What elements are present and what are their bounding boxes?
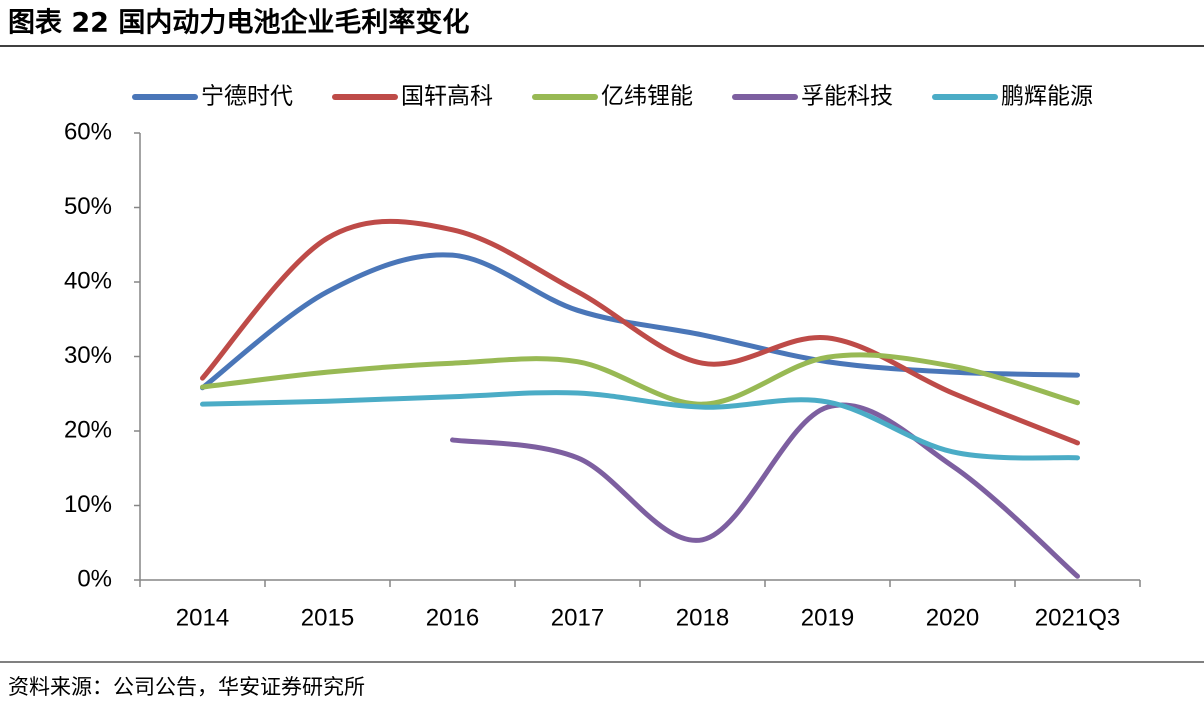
y-tick-label: 50% <box>64 193 112 220</box>
y-tick-label: 0% <box>77 565 112 592</box>
series-line <box>200 390 1080 461</box>
y-tick-label: 20% <box>64 416 112 443</box>
series-line <box>200 352 1080 407</box>
series-line <box>200 218 1080 446</box>
legend-label: 宁德时代 <box>201 84 293 110</box>
series-line <box>450 402 1080 579</box>
y-tick-label: 60% <box>64 118 112 145</box>
x-tick-label: 2014 <box>176 604 229 631</box>
y-tick-label: 40% <box>64 267 112 294</box>
y-tick-label: 10% <box>64 491 112 518</box>
x-tick-label: 2021Q3 <box>1035 604 1120 631</box>
legend-label: 鹏辉能源 <box>1001 84 1093 110</box>
x-tick-label: 2016 <box>426 604 479 631</box>
y-tick-label: 30% <box>64 342 112 369</box>
chart-title: 图表 22 国内动力电池企业毛利率变化 <box>8 7 469 39</box>
x-tick-label: 2015 <box>301 604 354 631</box>
x-tick-label: 2020 <box>926 604 979 631</box>
source: 资料来源：公司公告，华安证券研究所 <box>8 675 365 699</box>
x-tick-label: 2017 <box>551 604 604 631</box>
series-line <box>200 252 1080 391</box>
x-tick-label: 2019 <box>801 604 854 631</box>
legend-label: 孚能科技 <box>801 84 893 110</box>
legend-label: 亿纬锂能 <box>601 84 693 110</box>
legend-label: 国轩高科 <box>401 84 493 110</box>
x-tick-label: 2018 <box>676 604 729 631</box>
